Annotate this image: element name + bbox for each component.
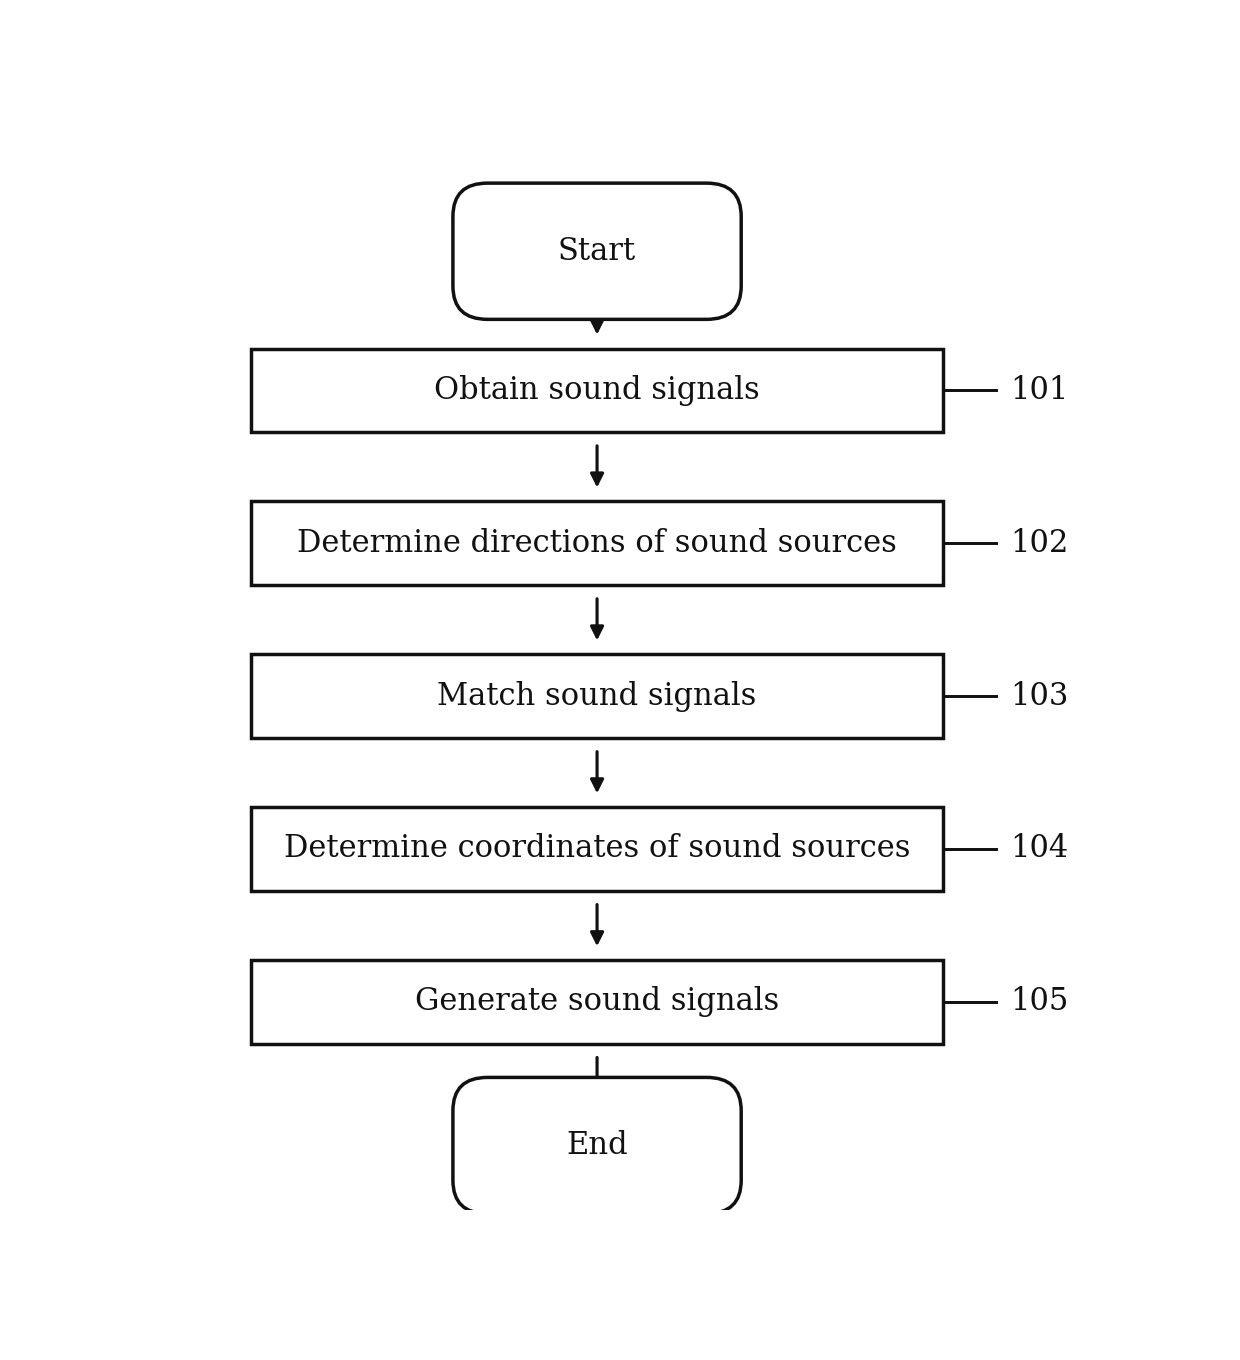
Text: 103: 103 <box>1011 680 1069 711</box>
Bar <box>250 808 942 891</box>
Text: Determine coordinates of sound sources: Determine coordinates of sound sources <box>284 834 910 865</box>
Text: 101: 101 <box>1011 375 1069 405</box>
Bar <box>250 502 942 585</box>
Text: End: End <box>567 1130 627 1161</box>
Text: Start: Start <box>558 235 636 267</box>
Text: 105: 105 <box>1011 986 1069 1017</box>
Text: Determine directions of sound sources: Determine directions of sound sources <box>298 528 897 559</box>
Text: 104: 104 <box>1011 834 1069 865</box>
Text: Generate sound signals: Generate sound signals <box>415 986 779 1017</box>
Text: 102: 102 <box>1011 528 1069 559</box>
Bar <box>250 348 942 432</box>
FancyBboxPatch shape <box>453 1077 742 1213</box>
Bar <box>250 960 942 1043</box>
Text: Match sound signals: Match sound signals <box>438 680 756 711</box>
Text: Obtain sound signals: Obtain sound signals <box>434 375 760 405</box>
FancyBboxPatch shape <box>453 184 742 320</box>
Bar <box>250 654 942 737</box>
